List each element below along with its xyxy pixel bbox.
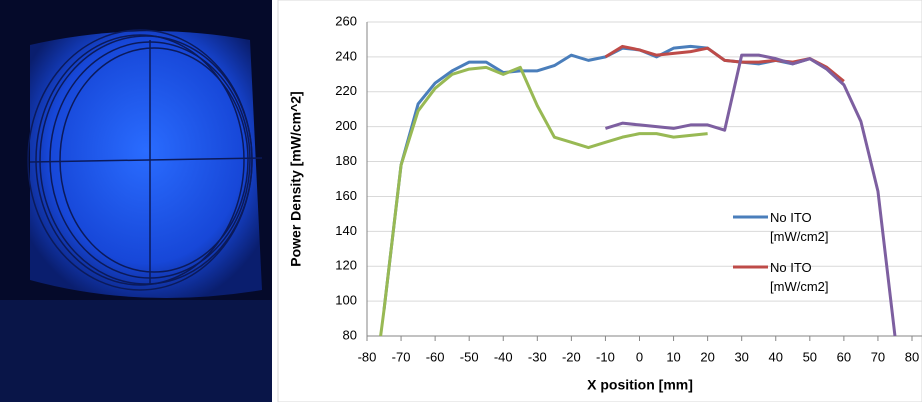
chart: Power Density [mW/cm^2] X position [mm] …: [0, 0, 922, 402]
x-tick-label: -30: [528, 349, 547, 364]
x-tick-label: -20: [562, 349, 581, 364]
x-tick-label: -80: [358, 349, 377, 364]
y-tick-label: 240: [335, 48, 357, 63]
x-tick-label: 70: [871, 349, 885, 364]
y-tick-label: 100: [335, 293, 357, 308]
y-tick-label: 220: [335, 83, 357, 98]
y-tick-label: 260: [335, 13, 357, 28]
chart-frame: [278, 0, 922, 402]
x-tick-label: -70: [392, 349, 411, 364]
page: Power Density [mW/cm^2] X position [mm] …: [0, 0, 922, 402]
x-tick-label: -40: [494, 349, 513, 364]
x-tick-label: 60: [837, 349, 851, 364]
y-tick-label: 140: [335, 223, 357, 238]
x-tick-label: -50: [460, 349, 479, 364]
legend-label: No ITO [mW/cm2]: [770, 258, 860, 296]
y-tick-label: 200: [335, 118, 357, 133]
x-tick-label: 50: [803, 349, 817, 364]
y-axis-label: Power Density [mW/cm^2]: [288, 91, 304, 266]
y-tick-label: 180: [335, 153, 357, 168]
x-tick-label: 80: [905, 349, 919, 364]
photo: [0, 0, 272, 402]
x-tick-label: -10: [596, 349, 615, 364]
y-tick-label: 160: [335, 188, 357, 203]
x-tick-label: 0: [636, 349, 643, 364]
x-tick-label: 40: [769, 349, 783, 364]
y-tick-label: 120: [335, 258, 357, 273]
x-tick-label: 10: [666, 349, 680, 364]
x-tick-label: 30: [734, 349, 748, 364]
x-tick-label: -60: [426, 349, 445, 364]
x-tick-label: 20: [700, 349, 714, 364]
legend-label: No ITO [mW/cm2]: [770, 208, 860, 246]
x-axis-label: X position [mm]: [587, 377, 693, 393]
y-tick-label: 80: [343, 327, 357, 342]
